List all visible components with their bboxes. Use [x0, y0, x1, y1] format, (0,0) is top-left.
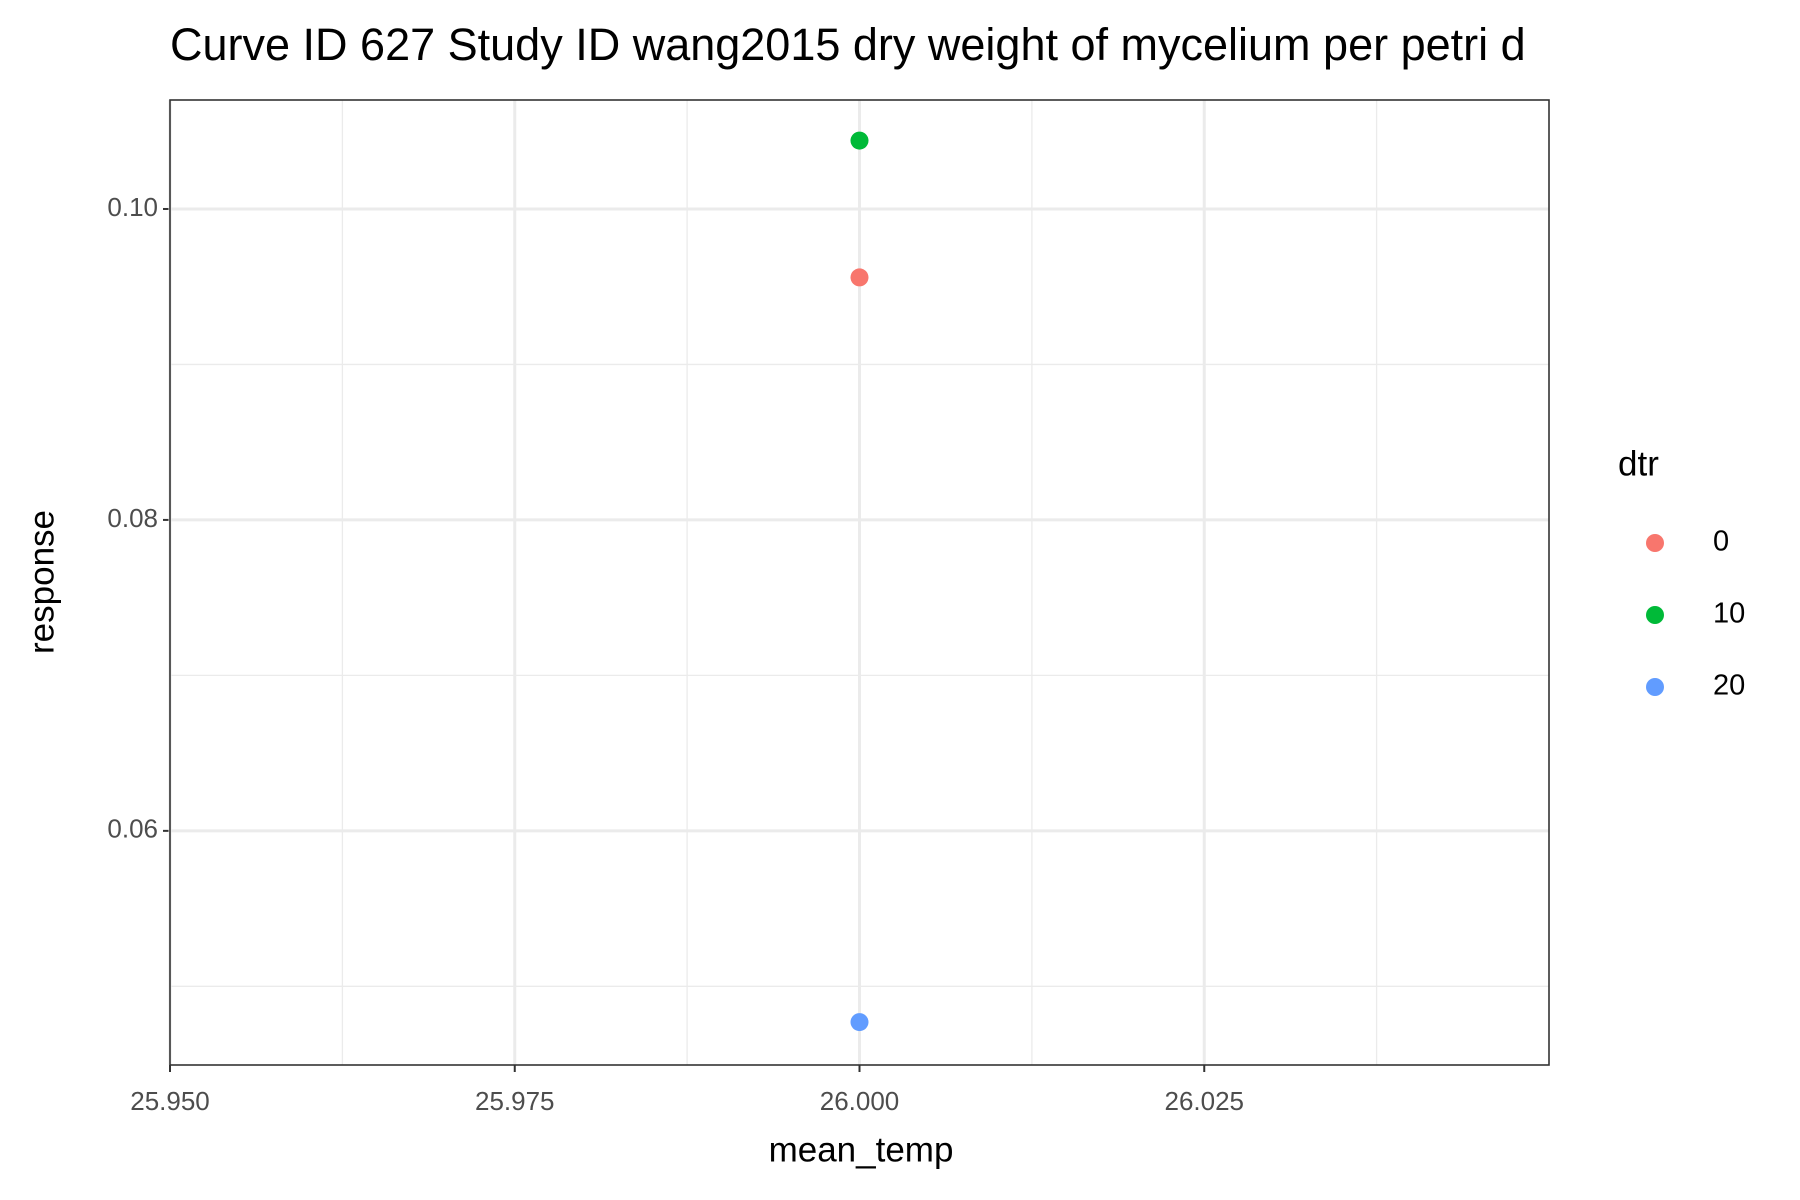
y-axis-title: response [22, 510, 61, 654]
point [850, 1013, 869, 1032]
chart-title: Curve ID 627 Study ID wang2015 dry weigh… [170, 19, 1526, 70]
y-tick-label: 0.10 [107, 192, 158, 222]
point [850, 131, 869, 150]
legend-marker [1646, 534, 1664, 552]
legend-marker [1646, 606, 1664, 624]
x-tick-label: 25.975 [475, 1086, 555, 1116]
x-tick-label: 25.950 [130, 1086, 210, 1116]
x-tick-label: 26.000 [820, 1086, 900, 1116]
legend-title: dtr [1618, 444, 1659, 483]
y-tick-label: 0.08 [107, 503, 158, 533]
point [850, 268, 869, 287]
legend-label: 10 [1713, 598, 1745, 630]
legend-label: 0 [1713, 526, 1729, 558]
legend-label: 20 [1713, 670, 1745, 702]
legend-marker [1646, 678, 1664, 696]
panel-border [169, 99, 1550, 1066]
x-tick-label: 26.025 [1164, 1086, 1244, 1116]
y-tick-label: 0.06 [107, 814, 158, 844]
x-axis-title: mean_temp [769, 1130, 954, 1169]
